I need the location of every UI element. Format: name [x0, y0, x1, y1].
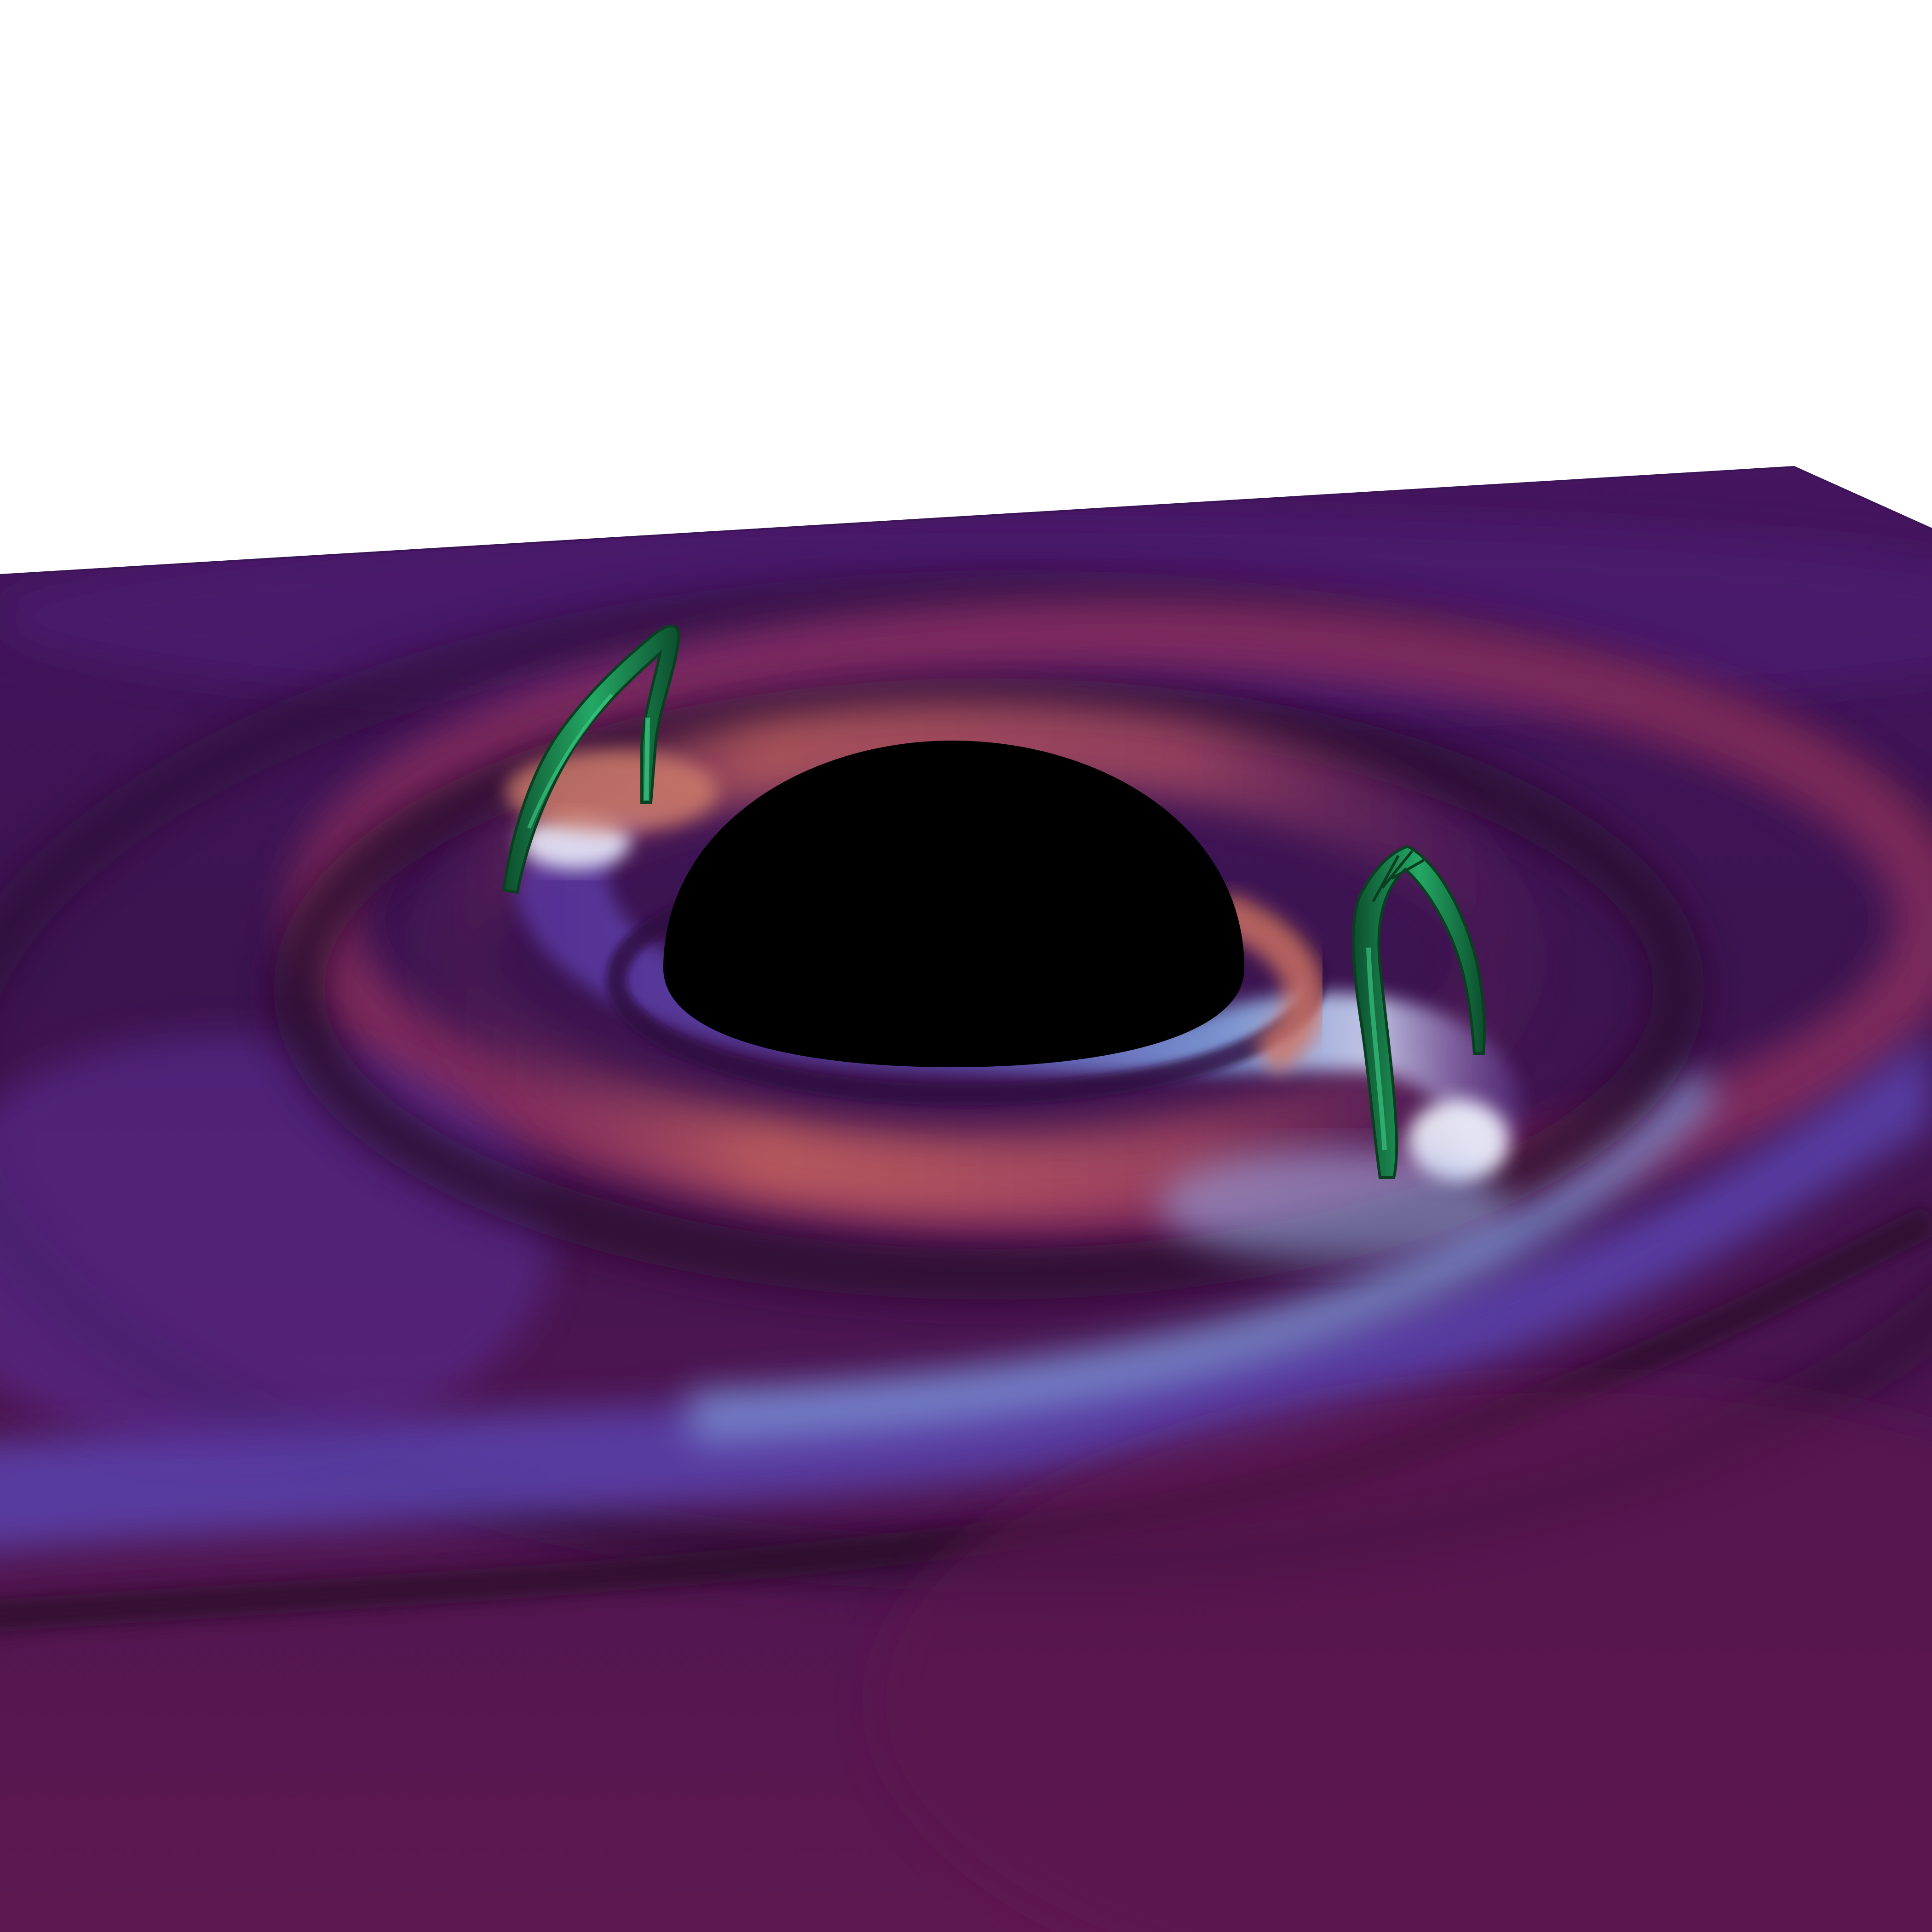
accretion-disk-plane — [0, 467, 1932, 1932]
black-hole-sphere — [663, 741, 1244, 1067]
plane-edge — [0, 466, 1932, 576]
magnetic-flux-tube-right — [1351, 845, 1486, 1179]
magnetic-flux-tube-left — [502, 624, 680, 894]
